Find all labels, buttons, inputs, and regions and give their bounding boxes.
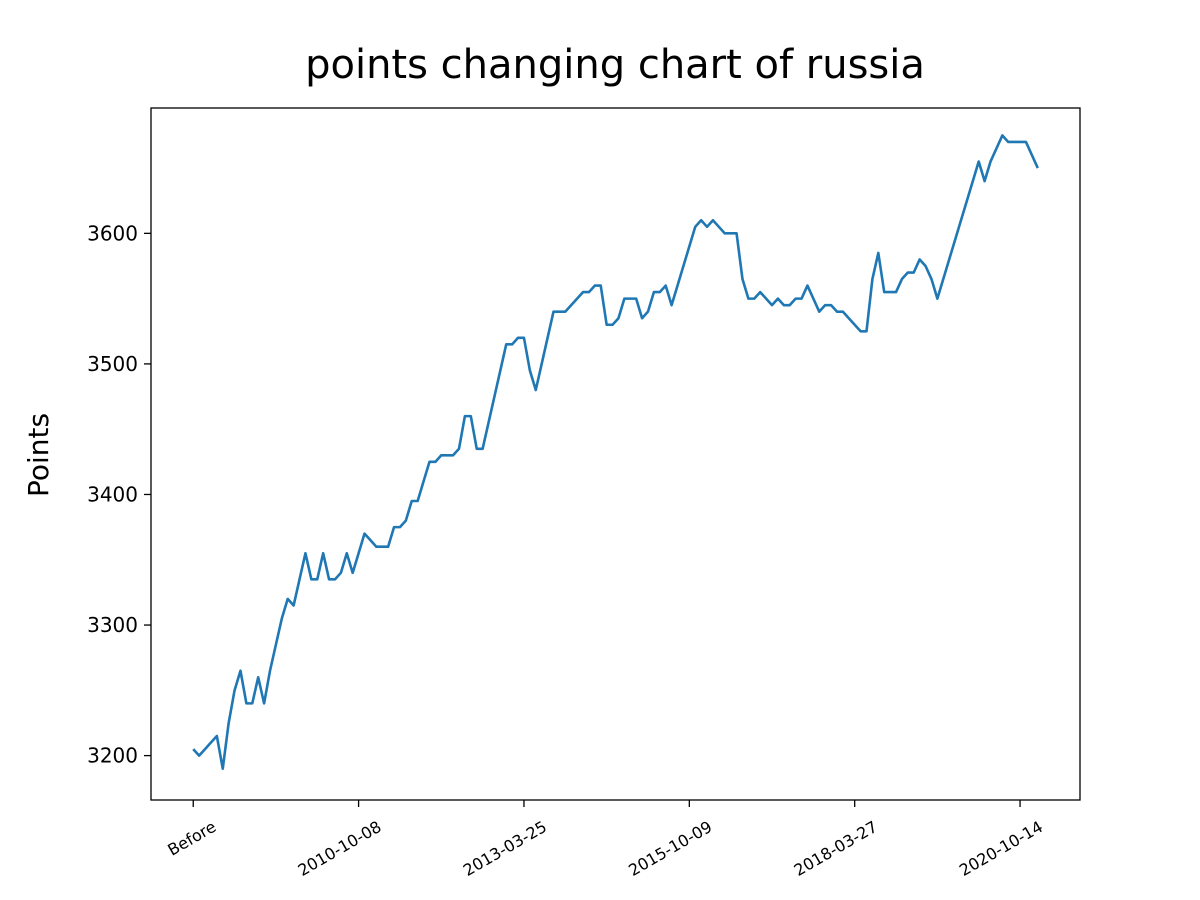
x-tick-label: 2010-10-08 [295, 817, 385, 880]
y-tick-label: 3200 [87, 744, 138, 768]
x-tick-label: Before [164, 817, 219, 860]
y-tick-label: 3600 [87, 221, 138, 245]
chart-title: points changing chart of russia [305, 42, 925, 88]
data-line [192, 134, 1039, 770]
y-axis-label: Points [22, 413, 55, 497]
plot-frame [150, 107, 1081, 801]
x-tick-label: 2018-03-27 [791, 817, 881, 880]
y-tick-label: 3500 [87, 352, 138, 376]
x-tick-label: 2013-03-25 [460, 817, 550, 880]
y-tick-label: 3400 [87, 482, 138, 506]
y-tick-label: 3300 [87, 613, 138, 637]
x-tick-label: 2020-10-14 [956, 817, 1046, 880]
x-tick-label: 2015-10-09 [625, 817, 715, 880]
